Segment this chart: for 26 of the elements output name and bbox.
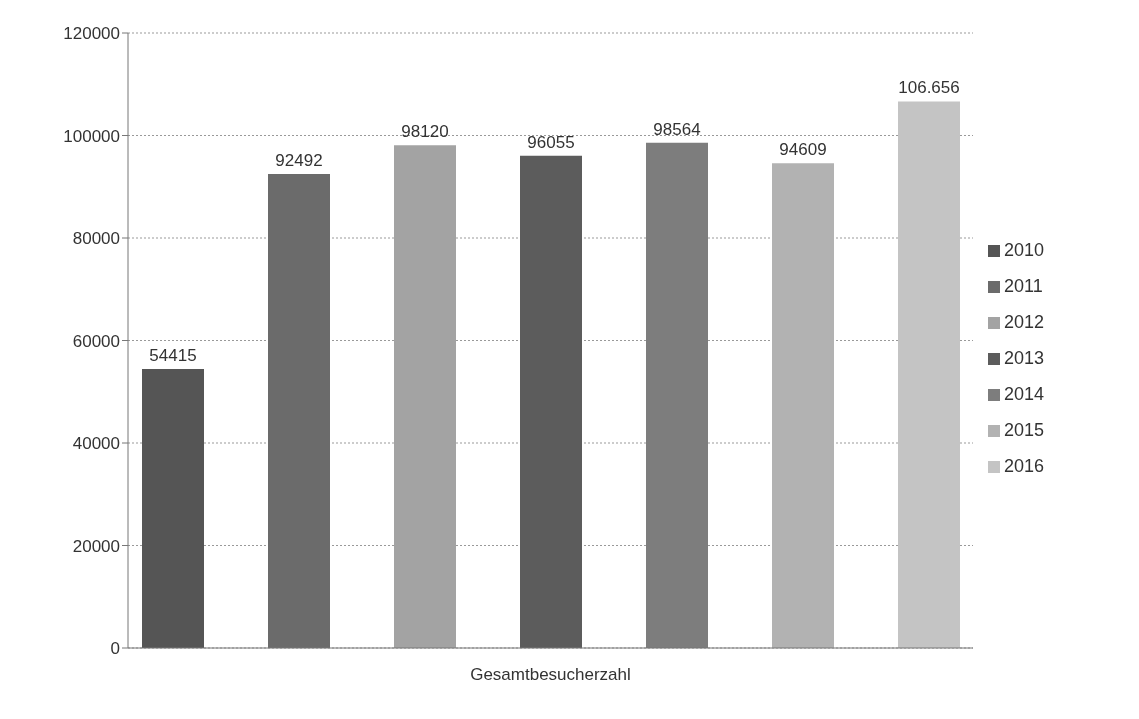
legend-label: 2015 — [1004, 420, 1045, 440]
y-tick-label: 100000 — [63, 126, 120, 146]
data-label: 106.656 — [898, 78, 960, 98]
data-label: 54415 — [149, 346, 197, 366]
data-label: 92492 — [275, 150, 323, 170]
bar — [898, 101, 960, 648]
data-label: 94609 — [779, 140, 827, 160]
y-tick-label: 80000 — [72, 229, 120, 249]
y-tick-label: 20000 — [72, 536, 120, 556]
legend-label: 2016 — [1004, 456, 1045, 476]
data-label: 98120 — [401, 122, 449, 142]
legend-label: 2011 — [1004, 276, 1043, 296]
y-tick-label: 120000 — [63, 24, 120, 44]
legend-label: 2013 — [1004, 348, 1045, 368]
y-tick-label: 60000 — [72, 331, 120, 351]
data-label: 96055 — [527, 132, 575, 152]
x-tick-label: Gesamtbesucherzahl — [470, 665, 631, 685]
legend-label: 2012 — [1004, 312, 1045, 332]
bar — [520, 155, 582, 648]
bar — [142, 369, 204, 648]
legend-label: 2010 — [1004, 240, 1045, 260]
bar — [772, 163, 834, 648]
y-tick-label: 0 — [110, 639, 120, 659]
y-tick-label: 40000 — [72, 434, 120, 454]
legend-label: 2014 — [1004, 384, 1045, 404]
data-label: 98564 — [653, 119, 701, 139]
